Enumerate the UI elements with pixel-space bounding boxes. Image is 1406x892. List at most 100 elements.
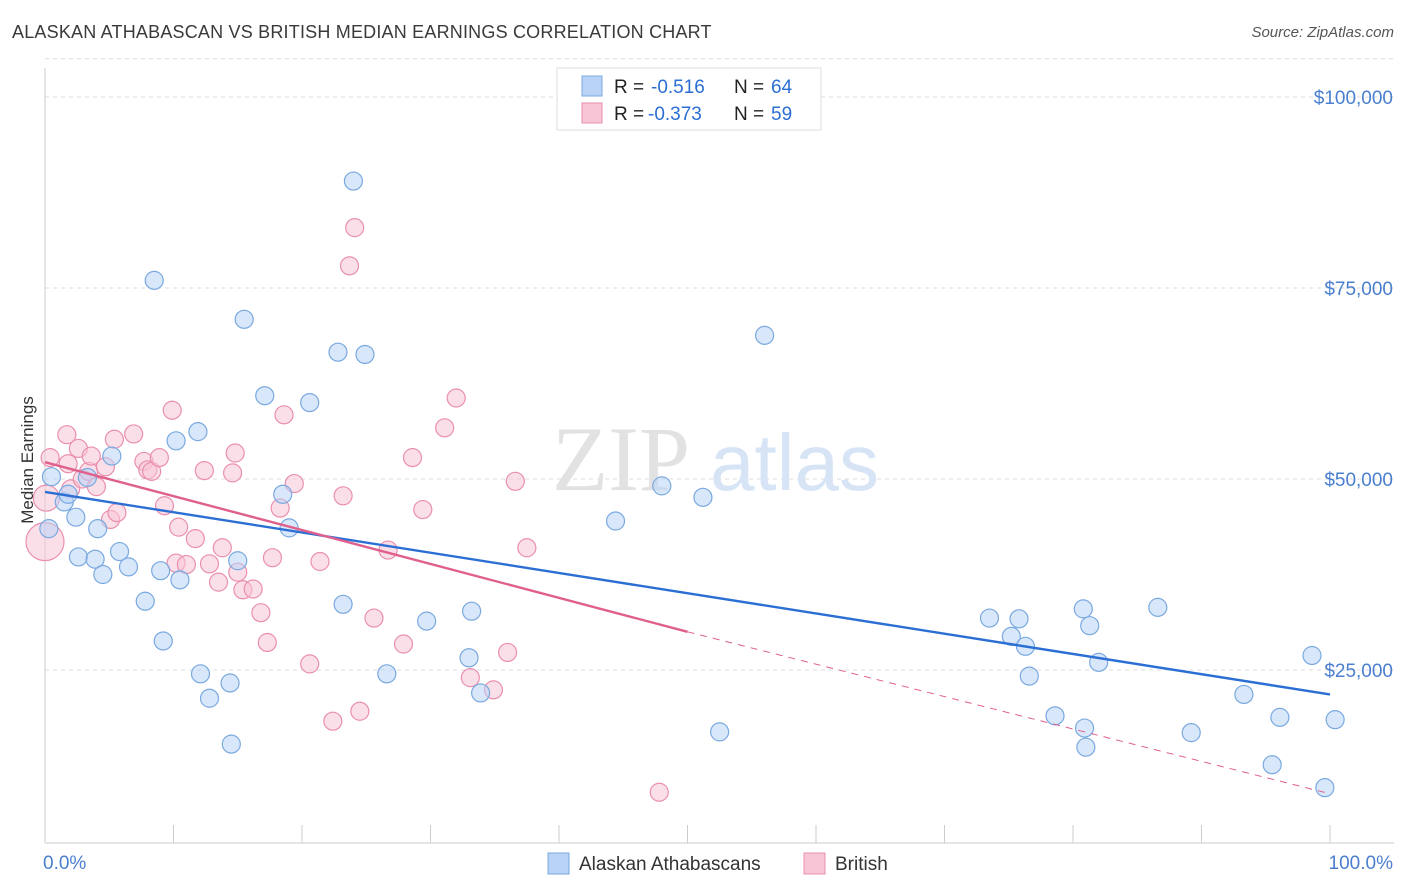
british-point <box>212 538 232 558</box>
athabascan-point <box>652 476 672 496</box>
british-point <box>310 551 330 572</box>
british-point <box>345 218 365 238</box>
legend-blue-r-label: R = <box>614 77 644 98</box>
british-point <box>413 499 433 520</box>
british-point <box>393 634 414 654</box>
athabascan-point <box>188 422 208 442</box>
british-point <box>185 528 205 549</box>
athabascan-point <box>1073 599 1093 619</box>
british-point <box>517 538 537 558</box>
legend-top: R = -0.516 N = 64 R = -0.373 N = 59 <box>556 67 822 131</box>
athabascan-point <box>151 561 171 581</box>
british-point <box>505 471 525 491</box>
british-point <box>225 443 245 463</box>
legend-bottom-pink-label: British <box>835 854 888 875</box>
y-tick-label: $50,000 <box>1324 470 1393 491</box>
athabascan-point <box>144 270 164 290</box>
legend-blue-r-value: -0.516 <box>651 77 705 98</box>
legend-blue-n-value: 64 <box>771 77 793 98</box>
athabascan-point <box>228 551 248 571</box>
y-tick-label: $100,000 <box>1314 88 1393 109</box>
legend-pink-n-value: 59 <box>771 104 792 125</box>
watermark-atlas: atlas <box>710 418 879 507</box>
british-point <box>124 424 144 444</box>
athabascan-point <box>1234 684 1254 705</box>
source-label: Source: ZipAtlas.com <box>1251 24 1394 41</box>
athabascan-point <box>462 601 482 621</box>
athabascan-point <box>85 549 105 569</box>
british-point <box>57 425 77 445</box>
legend-bottom-pink-swatch <box>803 852 826 875</box>
athabascan-point <box>199 688 220 708</box>
athabascan-point <box>1045 706 1065 726</box>
british-point <box>649 782 669 802</box>
y-axis-label: Median Earnings <box>18 396 37 524</box>
british-point <box>169 517 189 537</box>
y-tick-label: $75,000 <box>1324 279 1393 300</box>
british-point <box>32 484 60 512</box>
athabascan-point <box>255 386 275 406</box>
athabascan-point <box>88 519 108 539</box>
british-point <box>262 548 283 568</box>
british-point <box>194 460 214 481</box>
british-point <box>199 554 220 574</box>
athabascan-point <box>1302 645 1322 666</box>
legend-pink-r-value: -0.373 <box>648 104 702 125</box>
athabascan-point <box>754 325 775 345</box>
british-point <box>257 632 277 653</box>
athabascan-point <box>1148 597 1168 617</box>
athabascan-point <box>605 511 626 531</box>
legend-pink-swatch <box>581 102 603 124</box>
athabascan-point <box>190 664 211 684</box>
athabascan-point <box>355 344 375 365</box>
watermark-zip: ZIP <box>552 408 690 510</box>
british-point <box>208 572 229 592</box>
athabascan-point <box>220 673 240 693</box>
athabascan-point <box>66 507 86 527</box>
athabascan-point <box>300 393 320 413</box>
athabascan-point <box>459 648 479 668</box>
athabascan-points <box>39 171 1345 798</box>
british-point <box>460 668 480 688</box>
athabascan-point <box>377 664 397 684</box>
british-point <box>300 654 320 674</box>
y-tick-label: $25,000 <box>1324 661 1393 682</box>
legend-bottom: Alaskan Athabascans British <box>547 852 888 875</box>
british-point <box>104 429 124 449</box>
x-tick-label: 100.0% <box>1329 853 1394 874</box>
athabascan-point <box>1315 778 1335 798</box>
legend-bottom-blue-label: Alaskan Athabascans <box>579 854 761 875</box>
athabascan-point <box>1009 609 1029 629</box>
legend-blue-n-label: N = <box>734 77 764 98</box>
grid-lines <box>45 58 1394 671</box>
british-point <box>81 446 101 466</box>
british-point <box>364 608 384 628</box>
x-tick-label: 0.0% <box>43 853 86 874</box>
athabascan-point <box>221 734 241 754</box>
athabascan-point <box>118 557 139 577</box>
chart-title: ALASKAN ATHABASCAN VS BRITISH MEDIAN EAR… <box>12 22 712 42</box>
british-point <box>446 388 466 408</box>
british-point <box>251 603 271 623</box>
british-point <box>149 448 169 468</box>
trend-lines <box>44 461 1331 795</box>
athabascan-point <box>693 487 713 507</box>
watermark: ZIP atlas <box>552 408 879 510</box>
british-point <box>333 486 353 506</box>
athabascan-trend-line <box>44 490 1331 696</box>
athabascan-point <box>153 631 173 651</box>
legend-bottom-blue-swatch <box>547 852 570 875</box>
legend-pink-n-label: N = <box>734 104 764 125</box>
athabascan-point <box>1181 723 1201 743</box>
british-point <box>498 642 518 663</box>
athabascan-point <box>234 309 254 329</box>
athabascan-point <box>417 611 437 631</box>
athabascan-point <box>710 722 730 742</box>
british-point <box>350 701 370 721</box>
athabascan-point <box>1080 616 1100 636</box>
british-point <box>223 463 243 483</box>
athabascan-point <box>135 591 155 611</box>
athabascan-point <box>166 431 186 451</box>
legend-pink-r-label: R = <box>614 104 644 125</box>
